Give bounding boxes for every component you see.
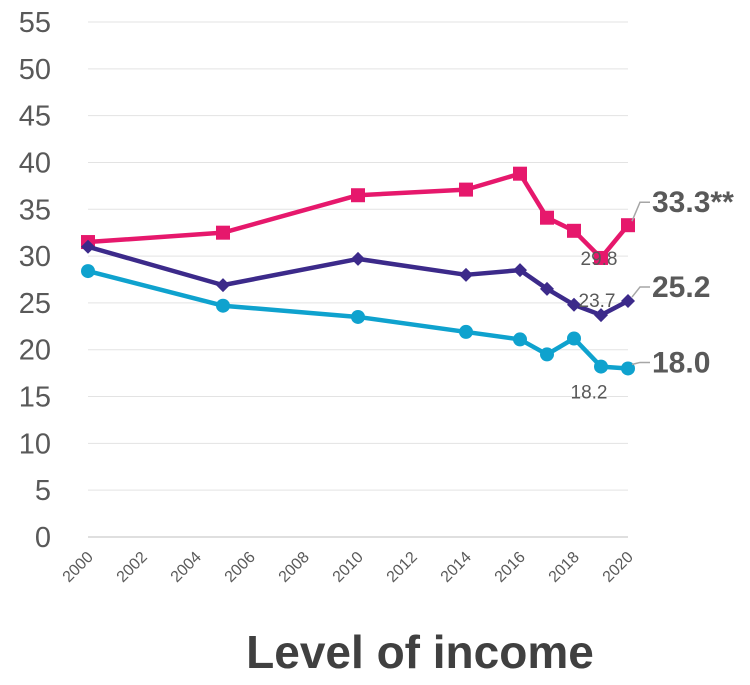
data-point: [351, 251, 365, 266]
x-tick-label: 2020: [600, 549, 637, 586]
y-tick-label: 45: [19, 101, 51, 133]
y-tick-label: 10: [19, 428, 51, 460]
data-point: [540, 347, 554, 362]
y-tick-label: 15: [19, 382, 51, 414]
data-point: [216, 225, 230, 240]
data-point: [567, 223, 581, 238]
x-tick-label: 2004: [168, 549, 205, 586]
x-tick-label: 2016: [492, 549, 529, 586]
data-point: [351, 188, 365, 203]
end-value-label: 33.3**: [652, 186, 734, 219]
data-label: 23.7: [579, 291, 616, 312]
data-point: [594, 359, 608, 374]
data-point: [621, 361, 635, 376]
data-point: [594, 308, 608, 323]
data-point: [81, 264, 95, 279]
data-point: [459, 324, 473, 339]
data-point: [567, 331, 581, 346]
data-point: [459, 182, 473, 197]
data-labels: 29.8 23.7 18.2 33.3** 25.2 18.0: [571, 186, 735, 403]
y-tick-label: 35: [19, 194, 51, 226]
end-value-label: 25.2: [652, 271, 710, 304]
x-axis-tick-labels: 2000 2002 2004 2006 2008 2010 2012 2014 2016 2018…: [60, 549, 637, 586]
leader-line: [631, 286, 650, 298]
y-tick-label: 30: [19, 241, 51, 273]
data-point: [459, 267, 473, 282]
x-tick-label: 2018: [546, 549, 583, 586]
chart-title: Level of income: [246, 626, 594, 678]
data-point: [513, 332, 527, 347]
x-tick-label: 2006: [222, 549, 259, 586]
data-point: [621, 218, 635, 233]
x-tick-label: 2012: [384, 549, 421, 586]
data-point: [513, 263, 527, 278]
data-label: 18.2: [571, 383, 608, 404]
leader-line: [631, 361, 650, 366]
x-tick-label: 2000: [60, 549, 97, 586]
data-point: [594, 250, 608, 265]
gridlines: [88, 21, 628, 538]
data-point: [81, 239, 95, 254]
data-point: [567, 297, 581, 312]
data-point: [216, 278, 230, 293]
leader-line: [631, 201, 650, 222]
data-point: [540, 281, 554, 296]
y-tick-label: 55: [19, 7, 51, 39]
x-tick-label: 2014: [438, 549, 475, 586]
y-tick-label: 25: [19, 288, 51, 320]
data-point: [351, 309, 365, 324]
y-tick-label: 5: [35, 475, 51, 507]
data-label: 29.8: [581, 249, 618, 270]
x-tick-label: 2002: [114, 549, 151, 586]
data-point: [621, 294, 635, 309]
y-axis-tick-labels: 0 5 10 15 20 25 30 35 40 45 50 55: [19, 7, 51, 554]
y-tick-label: 50: [19, 54, 51, 86]
y-tick-label: 0: [35, 522, 51, 554]
end-value-label: 18.0: [652, 346, 710, 379]
series-lines: [81, 166, 635, 376]
data-point: [513, 166, 527, 181]
x-tick-label: 2010: [330, 549, 367, 586]
y-tick-label: 20: [19, 335, 51, 367]
y-tick-label: 40: [19, 147, 51, 179]
x-tick-label: 2008: [276, 549, 313, 586]
data-point: [540, 210, 554, 225]
data-point: [216, 298, 230, 313]
